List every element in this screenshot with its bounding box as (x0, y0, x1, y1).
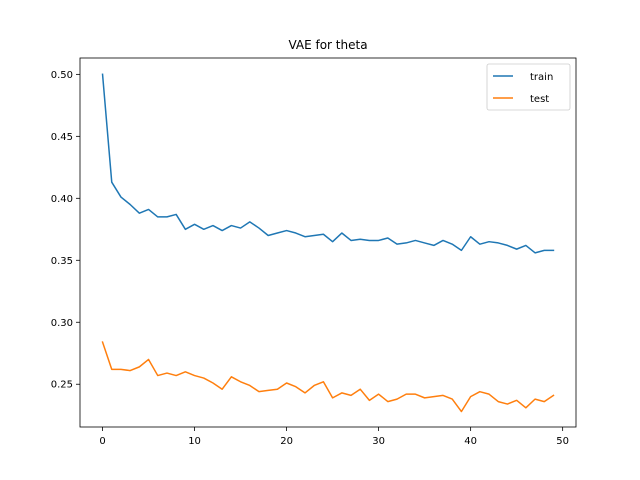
axes-frame (79, 57, 577, 428)
x-axis: 0 10 20 30 40 50 (99, 427, 569, 447)
legend-label-test: test (530, 94, 549, 105)
series-line-train (101, 73, 555, 254)
x-tick-label: 0 (99, 436, 105, 447)
x-tick-label: 20 (280, 436, 293, 447)
plot-lines (101, 73, 555, 413)
y-tick-label: 0.50 (51, 70, 73, 81)
y-tick-label: 0.40 (51, 194, 73, 205)
series-points-train (103, 74, 554, 253)
series-line-test (101, 341, 555, 413)
y-tick-label: 0.35 (51, 256, 73, 267)
y-tick-label: 0.25 (51, 380, 73, 391)
y-tick-label: 0.30 (51, 318, 73, 329)
series-points-test (103, 342, 554, 411)
legend: train test (486, 63, 571, 111)
legend-box (486, 63, 571, 111)
x-tick-label: 30 (372, 436, 385, 447)
y-tick-label: 0.45 (51, 132, 73, 143)
x-tick-label: 40 (464, 436, 477, 447)
y-axis: 0.25 0.30 0.35 0.40 0.45 0.50 (51, 70, 80, 391)
x-tick-label: 50 (556, 436, 569, 447)
legend-label-train: train (530, 72, 553, 83)
chart-title: VAE for theta (288, 38, 367, 52)
x-tick-label: 10 (188, 436, 201, 447)
